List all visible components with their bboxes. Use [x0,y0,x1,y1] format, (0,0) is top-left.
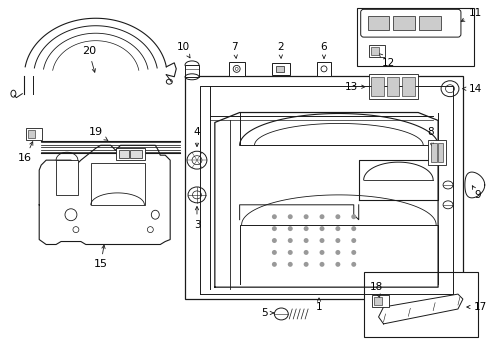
Text: 4: 4 [193,127,200,147]
Text: 5: 5 [261,308,273,318]
Text: 13: 13 [345,82,364,92]
Bar [91,163,145,205]
Ellipse shape [287,250,292,255]
Text: 1: 1 [315,298,322,312]
Ellipse shape [303,226,308,231]
Text: 10: 10 [176,42,190,58]
Ellipse shape [287,214,292,219]
Bar [272,63,290,75]
Bar [368,45,384,57]
Ellipse shape [319,262,324,267]
Bar [276,66,284,72]
Ellipse shape [271,226,276,231]
Text: 14: 14 [462,84,482,94]
Bar [115,148,145,160]
Text: 19: 19 [88,127,108,140]
Ellipse shape [303,262,308,267]
Bar [28,130,35,138]
Bar [367,16,388,30]
Ellipse shape [350,262,356,267]
Bar [356,8,473,66]
Ellipse shape [287,262,292,267]
Ellipse shape [350,214,356,219]
Bar [373,297,381,305]
Text: 9: 9 [471,186,480,200]
Ellipse shape [335,214,340,219]
Ellipse shape [319,250,324,255]
Text: 11: 11 [460,8,482,21]
Ellipse shape [287,238,292,243]
Bar [368,74,417,99]
Ellipse shape [350,226,356,231]
Ellipse shape [303,250,308,255]
Ellipse shape [335,262,340,267]
Text: 15: 15 [94,245,107,269]
Ellipse shape [350,238,356,243]
Ellipse shape [303,214,308,219]
Ellipse shape [335,226,340,231]
Bar [430,143,436,162]
Text: 3: 3 [193,207,200,230]
Bar [371,295,388,307]
Text: 18: 18 [369,282,383,298]
Bar [130,150,142,158]
Ellipse shape [319,226,324,231]
Bar [402,77,414,96]
Ellipse shape [319,214,324,219]
Bar [316,62,330,76]
Bar [386,77,399,96]
Ellipse shape [271,214,276,219]
Ellipse shape [335,238,340,243]
Bar [370,77,383,96]
FancyBboxPatch shape [360,9,460,37]
Text: 16: 16 [18,142,33,163]
Text: 17: 17 [466,302,487,312]
Bar [393,16,414,30]
Bar [427,140,445,165]
Bar [228,62,244,76]
Ellipse shape [303,238,308,243]
Text: 8: 8 [426,127,433,147]
Ellipse shape [350,250,356,255]
Ellipse shape [287,226,292,231]
Bar [184,76,462,299]
Bar [370,47,378,55]
Text: 12: 12 [378,53,394,68]
Ellipse shape [271,238,276,243]
Bar [184,65,199,77]
Bar [26,129,42,140]
Bar [363,272,477,337]
Ellipse shape [271,250,276,255]
Ellipse shape [319,238,324,243]
Text: 2: 2 [276,42,283,58]
Bar [119,150,128,158]
Bar [56,160,78,195]
Text: 7: 7 [231,42,238,58]
Ellipse shape [271,262,276,267]
Text: 6: 6 [320,42,326,58]
Bar [418,16,440,30]
Text: 20: 20 [81,46,96,72]
Ellipse shape [335,250,340,255]
Bar [437,143,442,162]
